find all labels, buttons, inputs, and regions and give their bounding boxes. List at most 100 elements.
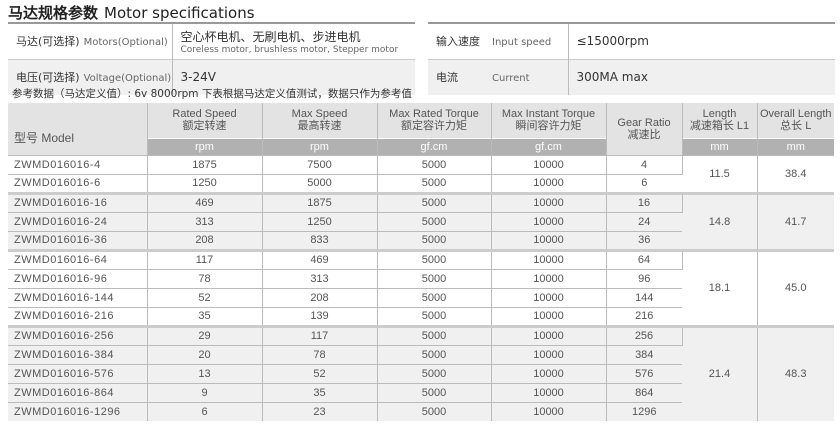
reference-note: 参考数据（马达定义值）: 6v 8000rpm 下表根据马达定义值测试，数据只作…	[12, 88, 412, 100]
table-row: ZWMD016016-36 208 833 5000 10000 36	[8, 230, 834, 250]
model-cell: ZWMD016016-256	[8, 324, 148, 345]
value-cell: 144	[606, 287, 682, 307]
overall-length-cell: 38.4	[757, 154, 834, 193]
value-cell: 5000	[377, 154, 492, 174]
page-title: 马达规格参数 Motor specifications	[8, 4, 255, 22]
value-cell: 117	[262, 324, 378, 345]
length-cell: 14.8	[682, 191, 758, 250]
overall-length-cell: 48.3	[757, 324, 834, 421]
table-row: ZWMD016016-216 35 139 5000 10000 216	[8, 306, 834, 326]
value-cell: 216	[606, 306, 682, 326]
value-cell: 208	[262, 287, 378, 307]
table-row: ZWMD016016-1296 6 23 5000 10000 1296	[8, 401, 834, 421]
value-cell: 64	[606, 248, 683, 269]
value-cell: 24	[606, 211, 682, 231]
header-unit: mm	[757, 137, 834, 155]
value-cell: 117	[147, 248, 263, 269]
value-cell: 10000	[491, 344, 607, 364]
header-col: Rated Speed 额定转速	[147, 103, 263, 138]
header-col: Max Speed 最高转速	[262, 103, 378, 138]
value-cell: 36	[606, 230, 682, 250]
value-cell: 52	[262, 363, 378, 383]
model-cell: ZWMD016016-144	[8, 287, 148, 307]
value-cell: 5000	[377, 363, 492, 383]
model-cell: ZWMD016016-24	[8, 211, 148, 231]
value-cell: 10000	[491, 324, 607, 345]
value-cell: 78	[147, 268, 263, 288]
table-row: ZWMD016016-256 29 117 5000 10000 256 21.4 48.3	[8, 324, 834, 421]
header-model: 型号 Model	[8, 103, 148, 155]
value-cell: 10000	[491, 211, 607, 231]
value-cell: 5000	[377, 382, 492, 402]
model-cell: ZWMD016016-216	[8, 306, 148, 326]
length-cell: 18.1	[682, 248, 758, 326]
value-cell: 5000	[377, 324, 492, 345]
length-cell: 11.5	[682, 154, 758, 193]
value-cell: 5000	[377, 401, 492, 421]
header-col: Length 减速箱长 L1	[682, 103, 758, 138]
value-cell: 52	[147, 287, 263, 307]
header-col: Max Rated Torque 额定容许力矩	[377, 103, 492, 138]
value-cell: 313	[147, 211, 263, 231]
table-row: ZWMD016016-864 9 35 5000 10000 864	[8, 382, 834, 402]
model-cell: ZWMD016016-36	[8, 230, 148, 250]
value-cell: 5000	[377, 211, 492, 231]
value-cell: 5000	[377, 344, 492, 364]
header-col: Gear Ratio 减速比	[606, 103, 683, 155]
table-row: ZWMD016016-24 313 1250 5000 10000 24	[8, 211, 834, 231]
model-cell: ZWMD016016-1296	[8, 401, 148, 421]
value-cell: 10000	[491, 363, 607, 383]
header-col: Overall Length 总长 L	[757, 103, 834, 138]
value-cell: 313	[262, 268, 378, 288]
value-cell: 469	[147, 191, 263, 212]
value-cell: 16	[606, 191, 683, 212]
table-row: ZWMD016016-384 20 78 5000 10000 384	[8, 344, 834, 364]
value-cell: 5000	[377, 230, 492, 250]
header-unit: gf.cm	[377, 137, 492, 155]
header-unit: rpm	[262, 137, 378, 155]
model-cell: ZWMD016016-64	[8, 248, 148, 269]
value-cell: 5000	[377, 268, 492, 288]
value-cell: 10000	[491, 306, 607, 326]
value-cell: 5000	[377, 248, 492, 269]
value-cell: 256	[606, 324, 683, 345]
value-cell: 1296	[606, 401, 682, 421]
value-cell: 10000	[491, 191, 607, 212]
value-cell: 13	[147, 363, 263, 383]
value-cell: 5000	[377, 306, 492, 326]
value-cell: 35	[262, 382, 378, 402]
model-cell: ZWMD016016-864	[8, 382, 148, 402]
value-cell: 7500	[262, 154, 378, 174]
gearmotor-spec-table: 型号 Model Rated Speed 额定转速 Max Speed 最高转速 Max …	[8, 103, 834, 421]
spec-table-left: 马达(可选择) Motors(Optional) 空心杯电机、无刷电机、步进电机 C…	[8, 22, 415, 95]
value-cell: 6	[147, 401, 263, 421]
value-cell: 29	[147, 324, 263, 345]
value-cell: 96	[606, 268, 682, 288]
value-cell: 78	[262, 344, 378, 364]
value-cell: 384	[606, 344, 682, 364]
value-cell: 5000	[377, 287, 492, 307]
value-cell: 4	[606, 154, 683, 174]
value-cell: 10000	[491, 287, 607, 307]
value-cell: 833	[262, 230, 378, 250]
spec-table-right: 输入速度 Input speed ≤15000rpm 电流 Current 300M…	[428, 22, 835, 95]
value-cell: 6	[606, 173, 682, 193]
value-cell: 20	[147, 344, 263, 364]
header-col: Max Instant Torque 瞬间容许力矩	[491, 103, 607, 138]
table-row: ZWMD016016-16 469 1875 5000 10000 16 14.8 41.7	[8, 191, 834, 250]
header-unit: rpm	[147, 137, 263, 155]
value-cell: 10000	[491, 230, 607, 250]
value-cell: 5000	[262, 173, 378, 193]
overall-length-cell: 41.7	[757, 191, 834, 250]
value-cell: 10000	[491, 401, 607, 421]
value-cell: 864	[606, 382, 682, 402]
table-row: ZWMD016016-4 1875 7500 5000 10000 4 11.5 38.4	[8, 154, 834, 193]
model-cell: ZWMD016016-96	[8, 268, 148, 288]
table-row: ZWMD016016-6 1250 5000 5000 10000 6	[8, 173, 834, 193]
table-row: ZWMD016016-144 52 208 5000 10000 144	[8, 287, 834, 307]
model-cell: ZWMD016016-16	[8, 191, 148, 212]
value-cell: 208	[147, 230, 263, 250]
header-unit: gf.cm	[491, 137, 607, 155]
model-cell: ZWMD016016-4	[8, 154, 148, 174]
model-cell: ZWMD016016-384	[8, 344, 148, 364]
